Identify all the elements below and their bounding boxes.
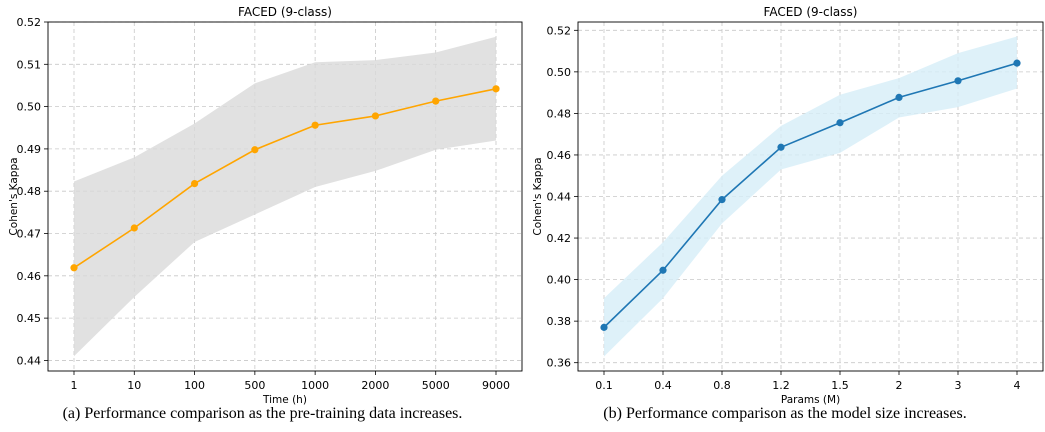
data-point	[659, 266, 667, 274]
data-point	[492, 85, 500, 93]
y-tick-label: 0.52	[547, 24, 572, 37]
caption-b: (b) Performance comparison as the model …	[603, 405, 967, 422]
y-axis-label: Cohen's Kappa	[532, 157, 544, 235]
y-tick-label: 0.42	[547, 232, 572, 245]
data-point	[1013, 59, 1021, 67]
data-point	[895, 93, 903, 102]
data-point	[130, 224, 138, 232]
chart-b: 0.360.380.400.420.440.460.480.500.520.1 0…	[532, 5, 1044, 406]
x-tick-label: 1.5	[831, 379, 849, 392]
chart-title: FACED (9-class)	[238, 5, 332, 19]
x-tick-label: 5000	[422, 379, 450, 392]
chart-panel-a: 0.44 0.45 0.46 0.47 0.48 0.49 0.50 0.51 0.52 1 10 1…	[8, 5, 523, 422]
y-axis-label: Cohen's Kappa	[8, 157, 20, 235]
confidence-band	[74, 36, 496, 357]
x-tick-label: 1000	[301, 379, 329, 392]
x-tick-label: 1.2	[772, 379, 790, 392]
y-tick-label: 0.50	[547, 66, 572, 79]
data-point	[190, 179, 199, 188]
caption-a: (a) Performance comparison as the pre-tr…	[62, 405, 463, 422]
y-tick-label: 0.47	[17, 228, 42, 241]
series-line	[73, 88, 497, 269]
x-tick-label: 500	[244, 379, 265, 392]
x-tick-label: 0.8	[713, 379, 731, 392]
y-tick-label: 0.40	[547, 274, 572, 287]
data-point	[311, 121, 319, 129]
y-tick-label: 0.49	[17, 143, 42, 156]
plot-frame	[47, 21, 523, 372]
x-tick-label: 3	[955, 379, 962, 392]
data-point	[251, 146, 259, 154]
data-point	[836, 119, 844, 127]
x-tick-label: 2000	[361, 379, 389, 392]
y-tick-label: 0.48	[17, 185, 42, 198]
data-point	[777, 143, 785, 151]
x-axis-label: Params (M)	[781, 394, 840, 405]
confidence-band	[604, 36, 1017, 357]
chart-title: FACED (9-class)	[764, 5, 858, 19]
data-point	[432, 97, 440, 105]
x-tick-label: 9000	[482, 379, 510, 392]
y-tick-label: 0.50	[17, 101, 42, 114]
chart-panel-b: 0.36 0.38 0.40 0.42 0.44 0.46 0.48 0.50 0.52 0.1 0…	[525, 0, 1045, 432]
x-axis-label: Time (h)	[262, 394, 307, 405]
series-line	[603, 62, 1018, 328]
y-tick-label: 0.48	[547, 107, 572, 120]
y-tick-label: 0.45	[17, 312, 42, 325]
chart-a: 0.44 0.45 0.46 0.47 0.48 0.49 0.50 0.51 0.52 1 10 1…	[8, 5, 523, 406]
x-tick-label: 1	[71, 379, 78, 392]
x-tick-label: 10	[127, 379, 141, 392]
x-tick-label: 2	[896, 379, 903, 392]
y-tick-label: 0.38	[547, 315, 572, 328]
data-point	[954, 77, 962, 85]
x-tick-label: 0.4	[654, 379, 672, 392]
y-tick-label: 0.44	[547, 191, 572, 204]
data-point	[718, 196, 726, 204]
y-tick-label: 0.51	[17, 58, 42, 71]
y-tick-label: 0.52	[17, 16, 42, 29]
data-point	[600, 323, 608, 331]
x-tick-label: 4	[1014, 379, 1021, 392]
y-tick-label: 0.44	[17, 354, 42, 367]
y-tick-label: 0.46	[17, 270, 42, 283]
x-tick-label: 0.1	[595, 379, 613, 392]
x-tick-label: 100	[184, 379, 205, 392]
data-point	[70, 264, 78, 272]
y-tick-label: 0.36	[547, 357, 572, 370]
y-tick-label: 0.46	[547, 149, 572, 162]
data-point	[371, 112, 380, 120]
